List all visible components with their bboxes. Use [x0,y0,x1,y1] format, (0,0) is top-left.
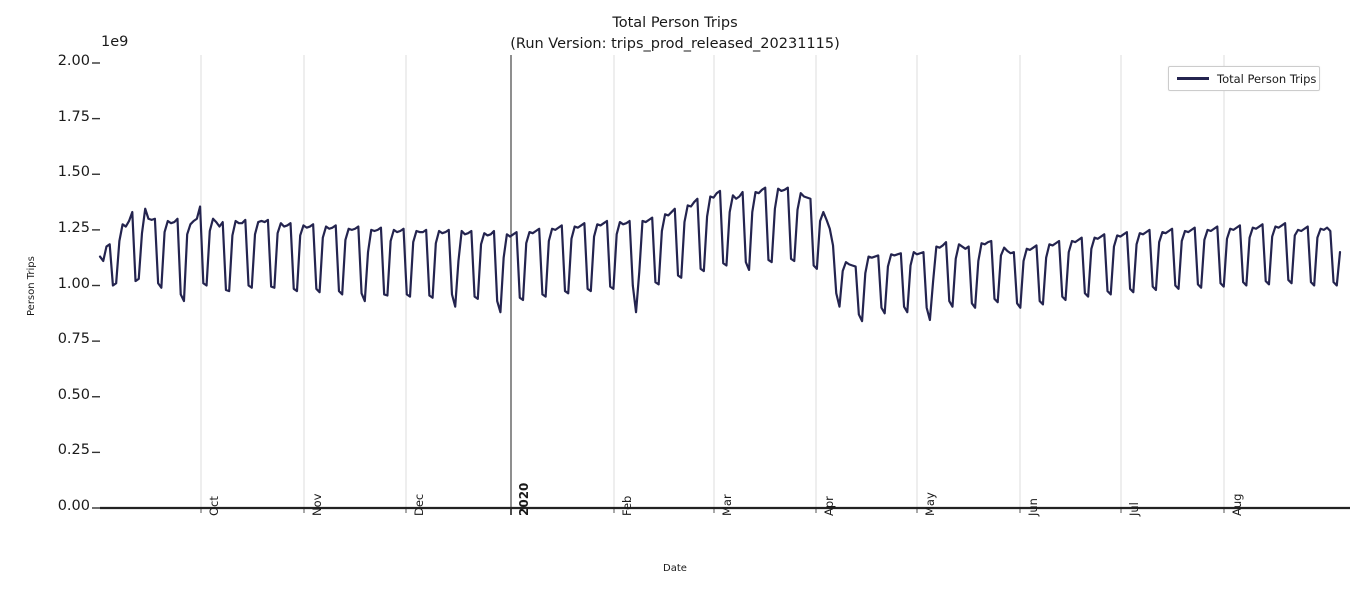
x-tick-label: Apr [822,496,836,516]
y-tick-label: 0.25 [57,442,90,459]
chart-title-main: Total Person Trips [612,15,738,31]
y-tick-label: 1.00 [57,275,90,292]
x-tick-label: Feb [620,495,634,516]
chart-subtitle: (Run Version: trips_prod_released_202311… [510,36,840,52]
series-line-total-person-trips [98,186,1342,323]
y-tick-label: 1.25 [57,219,90,236]
chart-title: Total Person Trips (Run Version: trips_p… [0,13,1350,55]
x-tick-label: Jul [1127,502,1141,516]
y-tick-label: 1.75 [57,108,90,125]
gridlines [200,55,1225,508]
x-tick-label: Aug [1230,493,1244,516]
y-tick-label: 2.00 [57,53,90,69]
x-tick-label: May [923,492,937,516]
axis-ticks [92,62,1225,515]
y-tick-label: 1.50 [57,164,90,181]
chart-legend[interactable]: Total Person Trips [1168,66,1320,91]
x-tick-label: Dec [412,493,426,516]
x-tick-label: Jun [1026,498,1040,516]
x-axis-label: Date [663,563,687,574]
y-axis-offset-text: 1e9 [101,34,129,50]
y-tick-label: 0.50 [57,386,90,403]
y-tick-label: 0.75 [57,331,90,348]
data-series [98,186,1342,323]
x-tick-label: Oct [207,496,221,516]
x-tick-label: Nov [310,493,324,516]
x-tick-label: 2020 [517,482,531,516]
x-tick-label: Mar [720,494,734,516]
y-tick-label: 0.00 [57,498,90,514]
legend-line-swatch [1177,77,1209,80]
legend-label: Total Person Trips [1217,71,1317,86]
